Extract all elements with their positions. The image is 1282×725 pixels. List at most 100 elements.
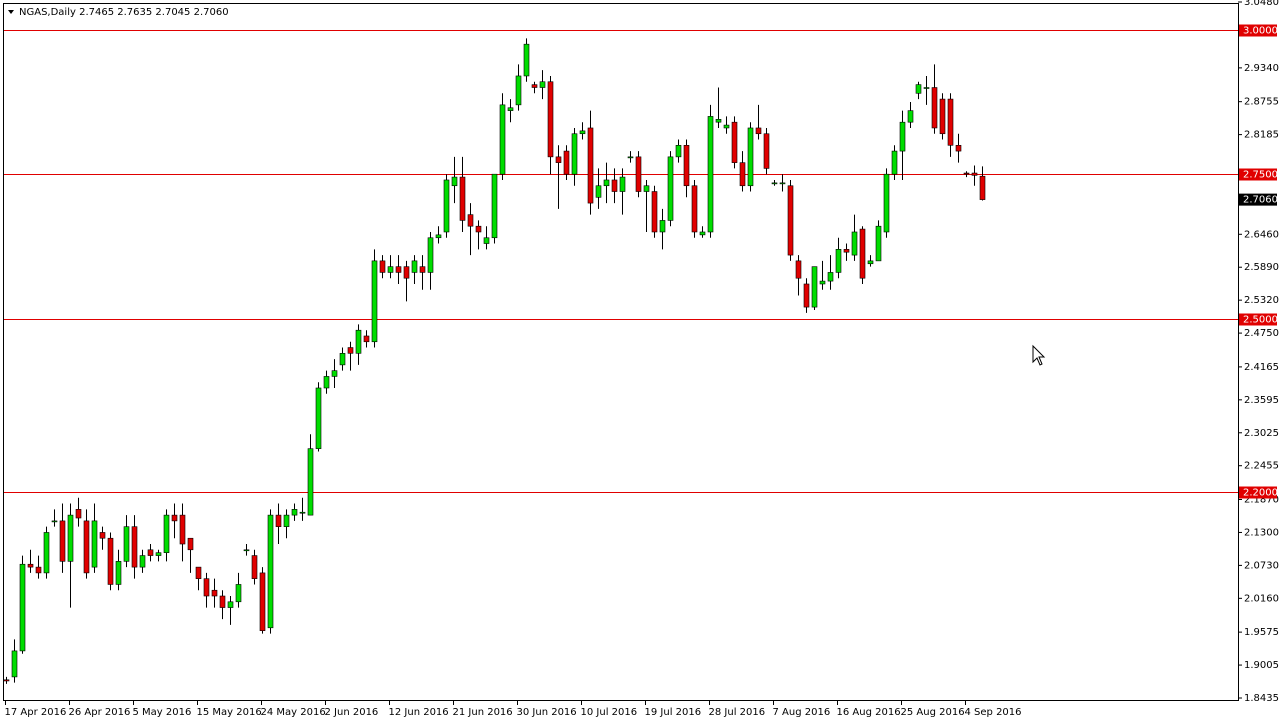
candle-body (731, 121, 738, 163)
candle-body (3, 679, 10, 682)
candle-body (323, 376, 330, 389)
x-tick-label: 26 Apr 2016 (69, 707, 131, 718)
candle-body (547, 81, 554, 158)
candle-body (99, 532, 106, 539)
y-tick-label: 2.1300 (1244, 527, 1279, 538)
candle-body (59, 520, 66, 562)
x-tick-label: 25 Aug 2016 (901, 707, 965, 718)
horizontal-line-tag (1239, 313, 1277, 326)
last-price-tag (1239, 193, 1277, 206)
y-tick-label: 1.8435 (1244, 693, 1279, 704)
candle-body (931, 87, 938, 129)
candle-body (723, 124, 730, 129)
candle-body (403, 266, 410, 279)
candle-body (139, 555, 146, 568)
candle-body (603, 179, 610, 187)
candle-body (571, 133, 578, 175)
y-tick-label: 2.9340 (1244, 63, 1279, 74)
candle-body (875, 225, 882, 262)
candle-body (475, 225, 482, 233)
y-tick-label: 3.0480 (1244, 0, 1279, 8)
x-tick-label: 2 Jun 2016 (325, 707, 379, 718)
candle-body (259, 572, 266, 631)
horizontal-line-tag (1239, 168, 1277, 181)
candle-body (171, 514, 178, 522)
horizontal-line-label: 2.2000 (1243, 488, 1278, 499)
mouse-cursor (1032, 344, 1046, 366)
x-tick-label: 12 Jun 2016 (389, 707, 449, 718)
candle-body (843, 249, 850, 253)
candle-body (515, 75, 522, 106)
candle-body (419, 266, 426, 273)
candle-body (75, 509, 82, 519)
candle-body (411, 260, 418, 273)
candle-body (443, 179, 450, 233)
candle-body (491, 173, 498, 239)
candle-body (51, 520, 58, 523)
candle-body (267, 514, 274, 629)
candle-body (691, 185, 698, 233)
horizontal-line-label: 3.0000 (1243, 26, 1278, 37)
x-tick-label: 15 May 2016 (197, 707, 262, 718)
candle-body (195, 566, 202, 579)
candle-body (467, 214, 474, 227)
x-tick-label: 10 Jul 2016 (581, 707, 638, 718)
candle-body (579, 130, 586, 135)
header-arrow (8, 10, 14, 14)
candle-body (955, 145, 962, 152)
candle-body (507, 107, 514, 111)
candle-body (243, 549, 250, 552)
candle-body (811, 266, 818, 308)
horizontal-line-label: 2.7500 (1243, 170, 1278, 181)
y-tick-label: 2.4750 (1244, 328, 1279, 339)
candle-body (131, 526, 138, 568)
candle-body (651, 191, 658, 233)
candle-body (795, 260, 802, 279)
candle-body (347, 347, 354, 354)
candle-body (219, 595, 226, 608)
candle-body (627, 156, 634, 159)
candle-body (827, 272, 834, 282)
candle-body (371, 260, 378, 343)
candle-body (483, 237, 490, 244)
candle-body (355, 329, 362, 354)
x-tick-label: 4 Sep 2016 (965, 707, 1022, 718)
candle-body (499, 104, 506, 175)
candle-body (867, 260, 874, 265)
candle-body (971, 172, 978, 176)
candle-body (35, 566, 42, 574)
candle-body (675, 145, 682, 158)
y-tick-label: 2.3025 (1244, 428, 1279, 439)
candle-body (339, 353, 346, 366)
horizontal-line-tag (1239, 24, 1277, 37)
last-price-label: 2.7060 (1243, 195, 1278, 206)
candle-body (667, 156, 674, 221)
candle-body (563, 150, 570, 175)
candle-body (523, 43, 530, 77)
candle-body (11, 650, 18, 678)
candle-body (907, 110, 914, 123)
candle-body (387, 266, 394, 273)
candle-body (755, 127, 762, 135)
candle-body (163, 514, 170, 553)
y-tick-label: 2.8185 (1244, 130, 1279, 141)
candle-body (619, 176, 626, 192)
x-tick-label: 28 Jul 2016 (709, 707, 766, 718)
candle-body (539, 81, 546, 88)
candle-body (915, 84, 922, 94)
candle-body (331, 370, 338, 377)
candle-body (883, 173, 890, 233)
candle-body (251, 555, 258, 579)
candle-body (771, 182, 778, 185)
candle-body (459, 176, 466, 221)
candle-body (747, 127, 754, 187)
candle-body (91, 520, 98, 568)
x-tick-label: 19 Jul 2016 (645, 707, 702, 718)
candle-body (227, 601, 234, 608)
candle-body (43, 532, 50, 574)
x-tick-label: 21 Jun 2016 (453, 707, 513, 718)
x-tick-label: 5 May 2016 (133, 707, 192, 718)
candle-body (739, 162, 746, 187)
